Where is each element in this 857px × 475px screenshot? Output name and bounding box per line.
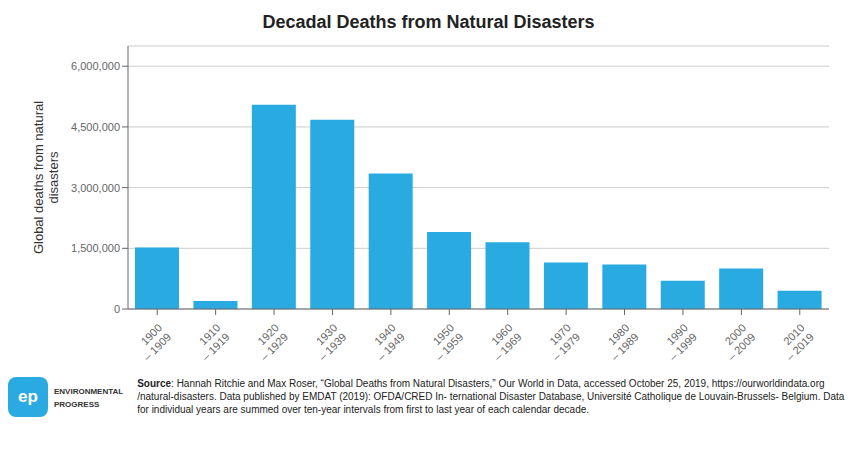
svg-text:1960– 1969: 1960– 1969 [482,321,523,362]
html-text:ENVIRONMENTAL: ENVIRONMENTAL [54,387,124,396]
svg-text:1920– 1929: 1920– 1929 [249,321,290,362]
html-text:ep: ep [18,387,38,406]
svg-text:1900– 1909: 1900– 1909 [132,321,173,362]
svg-text:1910– 1919: 1910– 1919 [190,321,231,362]
svg-text:1930– 1939: 1930– 1939 [307,321,348,362]
svg-text:1990– 1999: 1990– 1999 [658,321,699,362]
svg-text:2000– 2009: 2000– 2009 [716,321,757,362]
html-text:Source: Hannah Ritchie and Max: Source: Hannah Ritchie and Max Roser, “G… [137,378,845,415]
svg-text:1940– 1949: 1940– 1949 [366,321,407,362]
html-text:PROGRESS: PROGRESS [54,400,100,409]
svg-text:1,500,000: 1,500,000 [71,242,120,254]
svg-text:1980– 1989: 1980– 1989 [599,321,640,362]
html-text:Decadal Deaths from Natural Di: Decadal Deaths from Natural Disasters [262,12,595,32]
svg-text:Global deaths from naturaldisa: Global deaths from naturaldisasters [31,101,61,254]
svg-text:1970– 1979: 1970– 1979 [541,321,582,362]
svg-text:0: 0 [114,303,120,315]
svg-text:1950– 1959: 1950– 1959 [424,321,465,362]
svg-text:2010– 2019: 2010– 2019 [774,321,815,362]
svg-text:6,000,000: 6,000,000 [71,60,120,72]
svg-text:4,500,000: 4,500,000 [71,121,120,133]
svg-text:3,000,000: 3,000,000 [71,182,120,194]
